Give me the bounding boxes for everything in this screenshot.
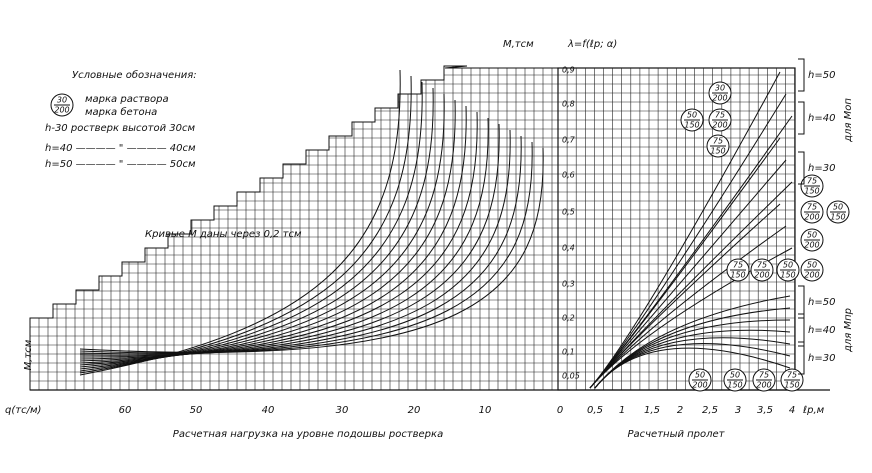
mark-top: 30 bbox=[715, 84, 725, 93]
y-tick-label: 0,1 bbox=[562, 348, 575, 357]
span-tick-label: 1,5 bbox=[644, 405, 660, 416]
mark-bottom: 150 bbox=[830, 213, 845, 222]
mark-top: 50 bbox=[730, 371, 740, 380]
span-tick-label: 2 bbox=[677, 405, 683, 416]
mark-top: 50 bbox=[807, 261, 817, 270]
legend-row: h-30 ростверк высотой 30см bbox=[45, 123, 196, 134]
y-tick-label: 0,2 bbox=[562, 314, 575, 323]
bracket bbox=[798, 341, 805, 375]
bracket bbox=[798, 313, 805, 347]
span-tick-label: 2,5 bbox=[702, 405, 718, 416]
y-tick-label: 0,5 bbox=[562, 208, 575, 217]
y-tick-label: 0,3 bbox=[562, 280, 575, 289]
mark-top: 75 bbox=[757, 261, 767, 270]
moment-label: М,тсм bbox=[503, 39, 534, 50]
note: Кривые М даны через 0,2 тсм bbox=[145, 229, 302, 240]
mark-top: 75 bbox=[807, 177, 817, 186]
span-axis-label: ℓр,м bbox=[803, 405, 825, 416]
bracket bbox=[798, 58, 805, 92]
mark-top: 75 bbox=[715, 111, 725, 120]
stair-outline bbox=[29, 65, 559, 391]
y-tick-label: 0,6 bbox=[562, 171, 575, 180]
legend-concrete: марка бетона bbox=[85, 106, 157, 118]
mark-top: 75 bbox=[807, 203, 817, 212]
lambda-curve bbox=[594, 347, 791, 389]
mark-bottom: 200 bbox=[804, 213, 819, 222]
span-tick-label: 4 bbox=[789, 405, 795, 416]
mark-top: 75 bbox=[713, 137, 723, 146]
load-tick-label: 10 bbox=[479, 405, 492, 416]
mark-bottom: 200 bbox=[804, 241, 819, 250]
group-label: для Моп bbox=[843, 98, 854, 143]
legend-title: Условные обозначения: bbox=[72, 69, 197, 81]
moment-curve bbox=[79, 147, 544, 353]
mark-bottom: 200 bbox=[804, 271, 819, 280]
load-tick-label: 60 bbox=[119, 405, 132, 416]
mark-bottom: 200 bbox=[712, 121, 727, 130]
mark-top: 75 bbox=[787, 371, 797, 380]
y-tick-label: 0,7 bbox=[562, 136, 576, 145]
mark-top: 30 bbox=[57, 96, 67, 105]
mark-bottom: 200 bbox=[54, 106, 69, 115]
mark-top: 50 bbox=[833, 203, 843, 212]
height-label: h=50 bbox=[808, 297, 835, 308]
span-tick-label: 0 bbox=[557, 405, 563, 416]
height-label: h=50 bbox=[808, 70, 835, 81]
height-label: h=40 bbox=[808, 113, 835, 124]
mark-top: 50 bbox=[695, 371, 705, 380]
mark-bottom: 200 bbox=[692, 381, 707, 390]
span-tick-label: 0,5 bbox=[587, 405, 603, 416]
load-tick-label: 20 bbox=[408, 405, 421, 416]
mark-bottom: 150 bbox=[710, 147, 725, 156]
bracket bbox=[798, 151, 805, 185]
group-label: для Мпр bbox=[843, 308, 854, 353]
mark-bottom: 200 bbox=[756, 381, 771, 390]
legend-row: h=40 ———— " ———— 40см bbox=[45, 143, 196, 154]
curves bbox=[79, 69, 793, 389]
left-moment-label: М,тсм bbox=[23, 339, 34, 370]
mark-bottom: 200 bbox=[712, 94, 727, 103]
load-axis-title: Расчетная нагрузка на уровне подошвы рос… bbox=[173, 429, 443, 440]
function-label: λ=f(ℓр; α) bbox=[567, 39, 617, 50]
mark-bottom: 150 bbox=[780, 271, 795, 280]
load-tick-label: 50 bbox=[190, 405, 203, 416]
mark-top: 50 bbox=[687, 111, 697, 120]
mark-top: 50 bbox=[783, 261, 793, 270]
height-label: h=30 bbox=[808, 163, 835, 174]
mark-top: 75 bbox=[733, 261, 743, 270]
y-tick-label: 0,4 bbox=[562, 244, 575, 253]
mark-top: 50 bbox=[807, 231, 817, 240]
height-label: h=30 bbox=[808, 353, 835, 364]
bracket bbox=[798, 285, 805, 319]
mark-bottom: 150 bbox=[730, 271, 745, 280]
mark-bottom: 150 bbox=[684, 121, 699, 130]
load-axis-label: q(тс/м) bbox=[5, 405, 41, 416]
legend-row: h=50 ———— " ———— 50см bbox=[45, 159, 196, 170]
load-tick-label: 40 bbox=[262, 405, 275, 416]
mark-bottom: 150 bbox=[784, 381, 799, 390]
span-tick-label: 3 bbox=[735, 405, 741, 416]
span-tick-label: 1 bbox=[619, 405, 625, 416]
y-tick-label: 0,8 bbox=[562, 100, 575, 109]
y-tick-label: 0,9 bbox=[562, 66, 575, 75]
mark-bottom: 200 bbox=[754, 271, 769, 280]
span-tick-label: 3,5 bbox=[757, 405, 773, 416]
y-tick-label: 0,05 bbox=[562, 372, 580, 381]
mark-bottom: 150 bbox=[804, 187, 819, 196]
bracket bbox=[798, 101, 805, 135]
mark-bottom: 150 bbox=[727, 381, 742, 390]
load-tick-label: 30 bbox=[336, 405, 349, 416]
span-axis-title: Расчетный пролет bbox=[627, 429, 725, 440]
mark-top: 75 bbox=[759, 371, 769, 380]
height-label: h=40 bbox=[808, 325, 835, 336]
legend-mortar: марка раствора bbox=[85, 94, 169, 105]
